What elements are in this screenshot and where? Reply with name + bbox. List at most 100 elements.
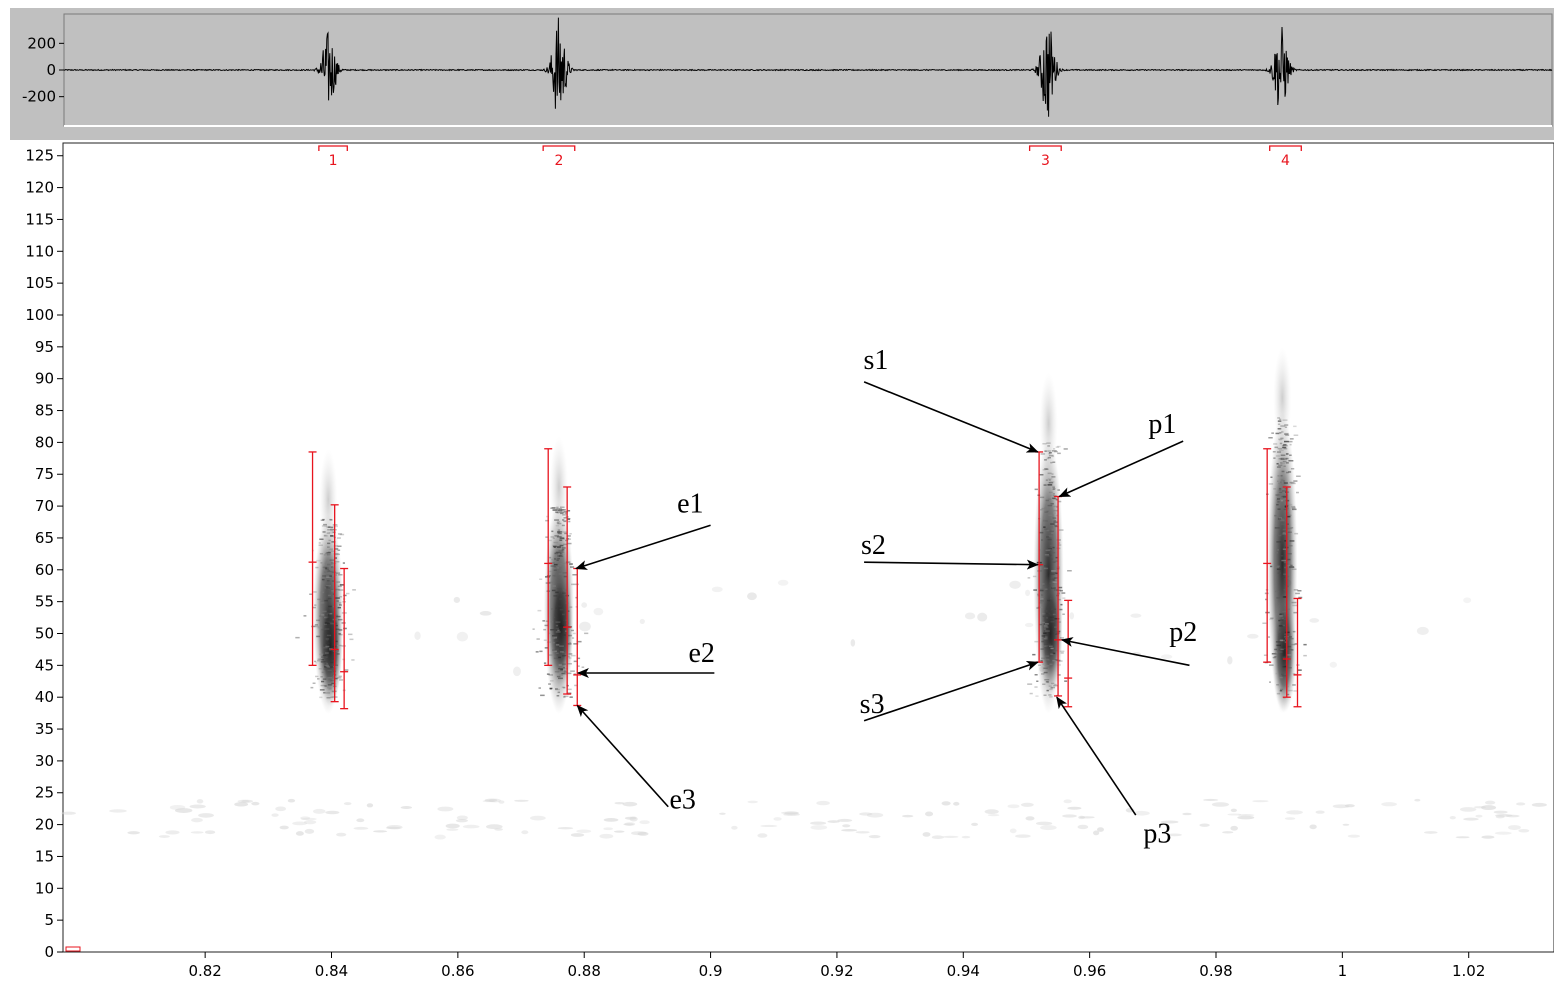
- syllable-speck: [1057, 445, 1061, 448]
- syllable-speck: [563, 668, 568, 670]
- syllable-speck: [1283, 561, 1286, 563]
- syllable-speck: [1051, 608, 1057, 610]
- syllable-speck: [557, 508, 561, 510]
- syllable-speck: [559, 563, 564, 565]
- syllable-speck: [555, 591, 559, 594]
- syllable-speck: [1279, 517, 1283, 519]
- syllable-speck: [1044, 665, 1050, 667]
- syllable-speck: [1051, 473, 1054, 475]
- syllable-speck: [542, 620, 546, 622]
- syllable-speck: [326, 580, 330, 582]
- syllable-speck: [1290, 482, 1296, 485]
- noise-speck: [1459, 807, 1477, 812]
- syllable-speck: [560, 634, 566, 636]
- noise-speck: [1518, 829, 1530, 833]
- syllable-speck: [328, 526, 331, 528]
- syllable-speck: [1041, 673, 1045, 675]
- syllable-speck: [1289, 636, 1293, 638]
- noise-speck: [174, 808, 193, 813]
- origin-marker: [65, 946, 81, 952]
- syllable-speck: [563, 511, 568, 513]
- syllable-speck: [324, 666, 327, 668]
- noise-speck: [1342, 823, 1350, 826]
- syllable-speck: [328, 597, 332, 600]
- syllable-speck: [555, 644, 560, 646]
- syllable-speck: [1046, 689, 1049, 692]
- syllable-speck: [557, 567, 560, 569]
- noise-speck: [773, 817, 782, 821]
- syllable-speck: [1277, 494, 1281, 496]
- annotation-label: s3: [860, 689, 885, 720]
- noise-speck: [941, 801, 951, 806]
- syllable-speck: [330, 661, 334, 664]
- syllable-speck: [1053, 520, 1057, 522]
- syllable-speck: [1291, 649, 1294, 651]
- syllable-speck: [324, 623, 328, 625]
- syllable-speck: [561, 538, 565, 540]
- syllable-speck: [1055, 633, 1059, 635]
- syllable-speck: [1044, 450, 1047, 452]
- spectrogram-y-axis: 0 5 10 15 20 25 30 35 40 45 50 55 60 65 70 75 80 85 90 95 10…: [25, 147, 63, 961]
- range-bar: [1282, 486, 1291, 698]
- annotation-label: s1: [863, 345, 888, 376]
- syllable-speck: [1054, 659, 1058, 661]
- annotation-arrow: [1060, 637, 1190, 667]
- syllable-speck: [1280, 462, 1286, 465]
- noise-speck: [964, 612, 976, 620]
- selection-3: 3: [1028, 145, 1062, 169]
- noise-speck: [816, 800, 830, 806]
- syllable-speck: [567, 518, 570, 520]
- noise-speck: [1067, 806, 1082, 810]
- syllable-speck: [1041, 637, 1046, 640]
- syllable-speck: [313, 606, 316, 609]
- noise-speck: [599, 833, 614, 839]
- syllable-speck: [1043, 584, 1046, 586]
- syllable-speck: [1283, 496, 1288, 498]
- syllable-speck: [550, 536, 554, 538]
- syllable-speck: [323, 692, 326, 694]
- noise-speck: [1227, 813, 1242, 816]
- syllable-speck: [1282, 528, 1287, 531]
- noise-speck: [1329, 661, 1337, 668]
- syllable-speck: [1285, 631, 1290, 634]
- syllable-speck: [326, 612, 330, 615]
- syllable-speck: [1060, 652, 1064, 654]
- syllable-speck: [327, 570, 331, 572]
- syllable-speck: [324, 552, 328, 555]
- syllable-speck: [1290, 505, 1296, 508]
- noise-speck: [1130, 613, 1142, 618]
- syllable-speck: [1044, 468, 1048, 470]
- syllable-speck: [1289, 454, 1292, 456]
- syllable-speck: [337, 601, 342, 604]
- syllable-speck: [572, 574, 578, 576]
- waveform-y-axis: 200 0 -200: [22, 34, 64, 106]
- syllable-speck: [1061, 592, 1066, 594]
- syllable-speck: [557, 626, 562, 628]
- y-tick-label: 115: [25, 210, 54, 228]
- syllable-speck: [1059, 637, 1064, 639]
- syllable-speck: [1293, 611, 1298, 614]
- syllable-speck: [1286, 648, 1292, 651]
- syllable-speck: [323, 647, 328, 649]
- syllable-speck: [1046, 554, 1052, 557]
- syllable-speck: [1039, 549, 1043, 551]
- annotation-e3: e3: [576, 704, 696, 816]
- syllable-speck: [553, 616, 556, 619]
- noise-speck: [313, 808, 326, 814]
- syllable-speck: [1276, 692, 1281, 695]
- syllable-speck: [322, 662, 328, 664]
- syllable-speck: [1285, 457, 1289, 460]
- noise-speck: [1493, 810, 1508, 814]
- noise-speck: [484, 798, 498, 802]
- syllable-speck: [1272, 451, 1276, 453]
- syllable-speck: [1043, 671, 1048, 674]
- syllable-speck: [1042, 469, 1046, 471]
- syllable-speck: [563, 575, 567, 578]
- syllable-speck: [322, 678, 327, 680]
- syllable-speck: [326, 587, 330, 589]
- syllable-speck: [562, 592, 566, 594]
- syllable-speck: [338, 574, 343, 576]
- syllable-speck: [325, 642, 330, 644]
- syllable-speck: [1041, 583, 1045, 585]
- syllable-speck: [1053, 684, 1058, 687]
